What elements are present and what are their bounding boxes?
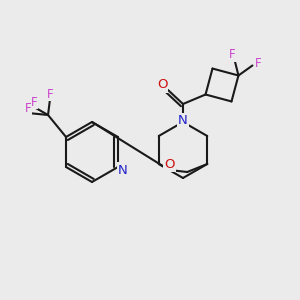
Text: F: F [229,48,236,61]
Text: F: F [47,88,53,100]
Text: O: O [157,79,167,92]
Text: F: F [31,95,37,109]
Text: N: N [118,164,128,176]
Text: O: O [164,158,175,170]
Text: N: N [178,115,188,128]
Text: F: F [25,101,31,115]
Text: F: F [255,57,262,70]
